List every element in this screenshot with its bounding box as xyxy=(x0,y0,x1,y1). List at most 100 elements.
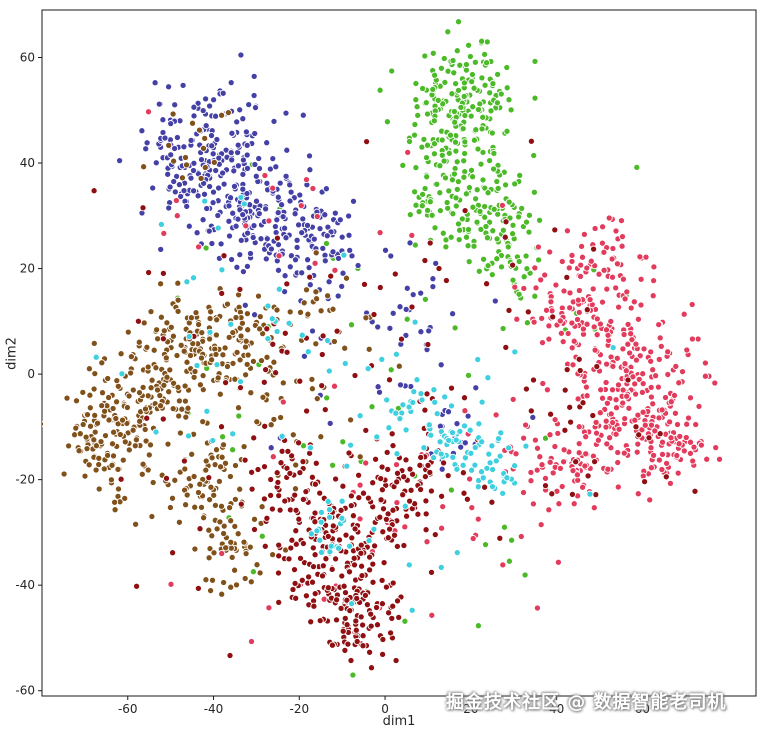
data-point xyxy=(276,542,282,548)
data-point xyxy=(546,336,552,342)
data-point xyxy=(265,303,271,309)
data-point xyxy=(272,223,278,229)
data-point xyxy=(96,486,102,492)
data-point xyxy=(712,380,718,386)
data-point xyxy=(406,562,412,568)
data-point xyxy=(484,60,490,66)
data-point xyxy=(506,558,512,564)
data-point xyxy=(305,257,311,263)
data-point xyxy=(274,217,280,223)
data-point xyxy=(275,194,281,200)
data-point xyxy=(223,545,229,551)
data-point xyxy=(172,189,178,195)
data-point xyxy=(393,410,399,416)
data-point xyxy=(578,262,584,268)
data-point xyxy=(323,186,329,192)
data-point xyxy=(478,469,484,475)
data-point xyxy=(291,567,297,573)
data-point xyxy=(357,516,363,522)
data-point xyxy=(418,290,424,296)
data-point xyxy=(96,455,102,461)
data-point xyxy=(400,402,406,408)
data-point xyxy=(420,191,426,197)
data-point xyxy=(648,422,654,428)
data-point xyxy=(342,615,348,621)
data-point xyxy=(592,225,598,231)
data-point xyxy=(358,614,364,620)
data-point xyxy=(431,118,437,124)
data-point xyxy=(512,181,518,187)
y-tick-label: -60 xyxy=(15,684,35,698)
data-point xyxy=(292,486,298,492)
data-point xyxy=(613,285,619,291)
data-point xyxy=(600,224,606,230)
data-point xyxy=(423,155,429,161)
data-point xyxy=(492,298,498,304)
data-point xyxy=(242,344,248,350)
data-point xyxy=(137,418,143,424)
data-point xyxy=(185,433,191,439)
data-point xyxy=(228,195,234,201)
data-point xyxy=(470,174,476,180)
data-point xyxy=(309,328,315,334)
data-point xyxy=(357,454,363,460)
data-point xyxy=(631,299,637,305)
data-point xyxy=(201,191,207,197)
data-point xyxy=(257,326,263,332)
data-point xyxy=(163,355,169,361)
data-point xyxy=(307,445,313,451)
data-point xyxy=(634,449,640,455)
data-point xyxy=(594,332,600,338)
data-point xyxy=(273,164,279,170)
data-point xyxy=(219,267,225,273)
data-point xyxy=(494,236,500,242)
data-point xyxy=(532,293,538,299)
data-point xyxy=(394,598,400,604)
data-point xyxy=(231,168,237,174)
data-point xyxy=(480,475,486,481)
data-point xyxy=(598,387,604,393)
data-point xyxy=(150,185,156,191)
data-point xyxy=(615,484,621,490)
data-point xyxy=(336,537,342,543)
data-point xyxy=(165,171,171,177)
data-point xyxy=(270,341,276,347)
data-point xyxy=(358,550,364,556)
data-point xyxy=(450,454,456,460)
data-point xyxy=(373,456,379,462)
data-point xyxy=(609,256,615,262)
data-point xyxy=(402,618,408,624)
data-point xyxy=(303,177,309,183)
data-point xyxy=(647,497,653,503)
data-point xyxy=(354,638,360,644)
data-point xyxy=(174,213,180,219)
data-point xyxy=(518,533,524,539)
data-point xyxy=(407,212,413,218)
data-point xyxy=(276,599,282,605)
data-point xyxy=(656,356,662,362)
data-point xyxy=(94,420,100,426)
data-point xyxy=(526,212,532,218)
data-point xyxy=(446,188,452,194)
data-point xyxy=(220,442,226,448)
data-point xyxy=(422,407,428,413)
data-point xyxy=(255,466,261,472)
data-point xyxy=(145,393,151,399)
data-point xyxy=(534,605,540,611)
data-point xyxy=(330,523,336,529)
data-point xyxy=(524,266,530,272)
data-point xyxy=(228,584,234,590)
data-point xyxy=(441,158,447,164)
data-point xyxy=(322,212,328,218)
data-point xyxy=(144,140,150,146)
data-point xyxy=(202,198,208,204)
data-point xyxy=(348,417,354,423)
data-point xyxy=(379,577,385,583)
data-point xyxy=(431,387,437,393)
data-point xyxy=(489,272,495,278)
data-point xyxy=(174,352,180,358)
data-point xyxy=(500,325,506,331)
data-point xyxy=(312,591,318,597)
data-point xyxy=(491,150,497,156)
data-point xyxy=(248,638,254,644)
